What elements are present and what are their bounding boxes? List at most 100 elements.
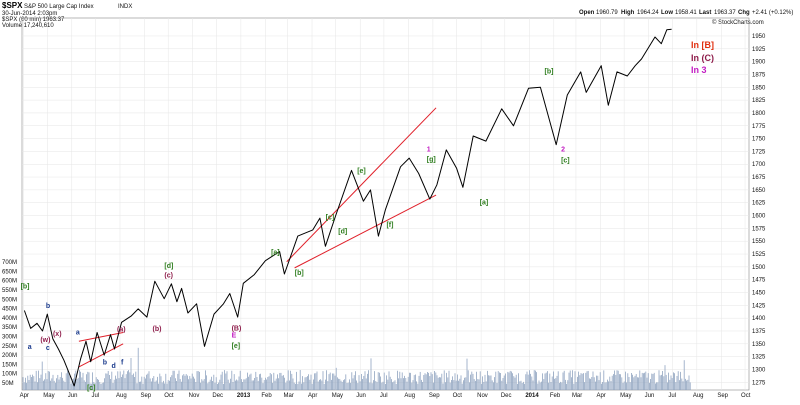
wave-annotations: [b]abc(x)(w)abdf(a)[c](b)[d](c)(B)E[e][a… <box>21 68 570 392</box>
wave-label: 1 <box>427 146 431 153</box>
wave-label: (b) <box>153 326 162 333</box>
x-tick-label: Apr <box>596 393 605 399</box>
wave-label: [c] <box>561 158 570 165</box>
credit-label: © StockCharts.com <box>712 19 764 26</box>
wave-label: (w) <box>40 337 50 344</box>
legend-price: $SPX (60 min) 1963.37 <box>2 17 65 23</box>
symbol-title: $SPX <box>2 1 23 10</box>
x-axis: Apr May Jun Jul Aug Sep Oct Nov Dec 2013 Feb Mar Apr… <box>20 393 751 399</box>
x-tick-label: Sep <box>140 393 151 399</box>
low-label: Low <box>661 10 673 16</box>
y-tick-label: 1725 <box>752 149 766 155</box>
x-tick-label: May <box>620 393 631 399</box>
y-tick-label: 1375 <box>752 329 766 335</box>
volume-tick-label: 600M <box>2 279 17 285</box>
y-tick-label: 1575 <box>752 226 766 232</box>
y-tick-label: 1900 <box>752 60 766 66</box>
x-tick-label: Apr <box>20 393 29 399</box>
volume-tick-label: 300M <box>2 335 17 341</box>
channel-line <box>286 107 437 263</box>
volume-axis: 50M 100M 150M 200M 250M 300M 350M 400M 450M 500M 5… <box>2 260 17 387</box>
wave-label: [c] <box>87 385 96 392</box>
wave-label: [e] <box>232 343 241 350</box>
y-tick-label: 1750 <box>752 137 766 143</box>
x-tick-label: Aug <box>693 393 704 399</box>
x-tick-label: Oct <box>453 393 463 399</box>
x-tick-label: Dec <box>501 393 512 399</box>
overlay-lines <box>78 107 437 368</box>
wave-label: a <box>76 330 80 337</box>
y-tick-label: 1675 <box>752 175 766 181</box>
y-tick-label: 1950 <box>752 34 766 40</box>
volume-tick-label: 350M <box>2 325 17 331</box>
label-in-b: In [B] <box>691 40 714 50</box>
wave-label: [a] <box>480 199 489 206</box>
wave-label: (B) <box>232 325 242 332</box>
label-in-3: In 3 <box>691 65 707 75</box>
channel-line <box>294 194 437 269</box>
x-tick-label: Mar <box>284 393 294 399</box>
label-in-c: In (C) <box>691 53 714 63</box>
exchange-label: INDX <box>118 4 132 10</box>
y-tick-label: 1425 <box>752 303 766 309</box>
wave-label: a <box>28 344 32 351</box>
x-tick-label: Feb <box>261 393 272 399</box>
wave-label: [f] <box>386 222 393 229</box>
y-tick-label: 1700 <box>752 162 766 168</box>
volume-panel <box>22 347 691 390</box>
y-tick-label: 1825 <box>752 98 766 104</box>
chg-value: +2.41 (+0.12%) <box>752 10 793 16</box>
x-tick-label: Jul <box>380 393 388 399</box>
y-tick-label: 1475 <box>752 278 766 284</box>
wave-label: d <box>111 363 115 370</box>
legend-volume: Volume 17,240,610 <box>2 23 54 29</box>
y-tick-label: 1625 <box>752 201 766 207</box>
x-tick-label: Jul <box>91 393 99 399</box>
open-value: 1960.79 <box>596 10 618 16</box>
volume-tick-label: 200M <box>2 353 17 359</box>
wave-label: [b] <box>544 68 553 75</box>
x-tick-label: Nov <box>189 393 200 399</box>
y-tick-label: 1925 <box>752 47 766 53</box>
wave-label: b <box>103 359 107 366</box>
wave-label: c <box>46 345 50 352</box>
x-tick-label: Jun <box>68 393 78 399</box>
last-value: 1963.37 <box>714 10 736 16</box>
volume-tick-label: 150M <box>2 362 17 368</box>
wave-label: [d] <box>164 263 173 270</box>
volume-tick-label: 700M <box>2 260 17 266</box>
x-tick-label: Dec <box>212 393 223 399</box>
y-tick-label: 1525 <box>752 252 766 258</box>
y-tick-label: 1500 <box>752 265 766 271</box>
y-tick-label: 1275 <box>752 380 766 386</box>
price-series <box>23 28 672 387</box>
high-label: High <box>621 10 635 16</box>
open-label: Open <box>579 10 595 16</box>
y-tick-label: 1450 <box>752 291 766 297</box>
price-line <box>23 28 672 387</box>
wave-label: [d] <box>338 229 347 236</box>
wave-label: [b] <box>21 283 30 290</box>
x-tick-label: Oct <box>164 393 174 399</box>
x-tick-label: Jul <box>668 393 676 399</box>
wave-label: b <box>46 303 50 310</box>
last-label: Last <box>699 10 711 16</box>
volume-tick-label: 50M <box>2 381 14 387</box>
wave-label: (a) <box>117 327 126 334</box>
x-tick-label: Jun <box>356 393 366 399</box>
volume-tick-label: 100M <box>2 372 17 378</box>
low-value: 1958.41 <box>675 10 697 16</box>
x-tick-label: Mar <box>572 393 582 399</box>
high-value: 1964.24 <box>637 10 659 16</box>
y-tick-label: 1600 <box>752 214 766 220</box>
index-name: S&P 500 Large Cap Index <box>24 4 94 10</box>
wave-label: E <box>232 333 237 340</box>
wave-label: [e] <box>357 168 366 175</box>
volume-tick-label: 250M <box>2 344 17 350</box>
x-tick-label: 2014 <box>525 393 539 399</box>
wave-label: (x) <box>53 331 62 338</box>
wave-label: 2 <box>561 146 565 153</box>
y-tick-label: 1800 <box>752 111 766 117</box>
